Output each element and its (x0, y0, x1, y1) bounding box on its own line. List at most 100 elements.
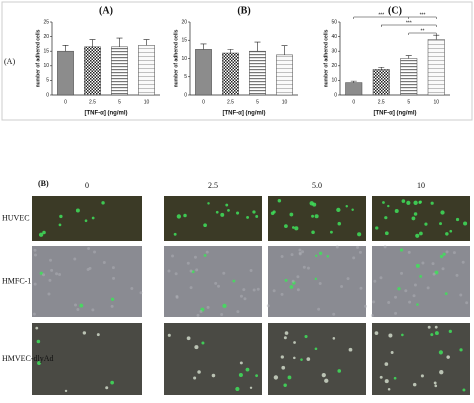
cell-dot (283, 383, 287, 387)
significance-bracket (408, 16, 437, 19)
cell-dot (283, 336, 287, 340)
cell-texture (441, 267, 445, 271)
error-bar (405, 55, 412, 59)
cell-dot (348, 347, 353, 352)
cell-dot (284, 278, 288, 282)
micrograph (32, 246, 142, 317)
cell-texture (318, 281, 322, 285)
cell-texture (432, 272, 436, 276)
cell-dot (384, 231, 389, 236)
significance-label: *** (420, 12, 426, 18)
cell-dot (463, 221, 468, 226)
cell-texture (306, 266, 310, 270)
cell-dot (227, 209, 230, 212)
bar (111, 46, 128, 96)
cell-dot (401, 199, 406, 203)
row-label: HMFC-1 (2, 276, 31, 285)
cell-texture (55, 272, 59, 276)
cell-texture (280, 292, 284, 296)
cell-texture (174, 272, 178, 276)
cell-dot (415, 233, 420, 238)
x-tick-label: 0 (352, 99, 355, 105)
cell-dot (387, 387, 391, 391)
cell-dot (434, 325, 438, 329)
cell-texture (111, 266, 115, 270)
cell-dot (387, 204, 390, 208)
cell-dot (419, 231, 423, 236)
cell-dot (384, 216, 388, 220)
bar (195, 49, 212, 96)
cell-dot (357, 232, 362, 237)
cell-dot (418, 200, 422, 204)
y-tick-label: 0 (334, 92, 337, 98)
error-bar (200, 43, 207, 50)
error-bar (116, 37, 123, 47)
cell-texture (445, 250, 449, 254)
y-tick-label: 0 (46, 92, 49, 98)
cell-dot (203, 254, 207, 257)
cell-dot (462, 388, 466, 392)
cell-dot (91, 216, 95, 220)
cell-dot (419, 274, 423, 278)
micrograph (164, 246, 262, 317)
cell-dot (311, 214, 315, 218)
cell-dot (207, 202, 210, 205)
cell-dot (193, 376, 197, 380)
cell-dot (388, 333, 393, 338)
y-tick-label: 15 (181, 38, 187, 44)
cell-dot (393, 376, 397, 380)
column-label: 10 (417, 181, 425, 190)
micrograph (164, 196, 262, 241)
cell-dot (379, 375, 383, 379)
x-tick-label: 2.5 (227, 99, 234, 105)
y-tick-label: 20 (43, 34, 49, 40)
cell-dot (289, 212, 294, 217)
cell-texture (139, 291, 143, 295)
cell-texture (340, 284, 344, 288)
cell-texture (356, 245, 360, 249)
cell-dot (101, 201, 105, 205)
y-tick-label: 5 (46, 78, 49, 84)
cell-dot (176, 214, 182, 219)
cell-dot (337, 369, 342, 373)
cell-dot (293, 341, 296, 344)
cell-texture (335, 245, 339, 249)
cell-texture (33, 248, 37, 252)
cell-dot (412, 382, 417, 387)
cell-texture (346, 277, 350, 281)
significance-label: *** (378, 12, 384, 18)
cell-texture (404, 289, 408, 293)
cell-dot (424, 222, 428, 226)
cell-texture (461, 260, 465, 264)
x-axis-label: [TNF-α] (ng/ml) (84, 111, 127, 117)
cell-dot (315, 254, 318, 258)
cell-texture (87, 246, 91, 250)
error-bar (281, 45, 288, 55)
cell-texture (91, 308, 95, 312)
cell-dot (337, 221, 342, 226)
cell-dot (246, 215, 250, 219)
cell-texture (394, 311, 398, 315)
x-tick-label: 10 (433, 99, 439, 105)
cell-dot (401, 333, 404, 337)
cell-dot (39, 271, 43, 275)
error-bar (143, 39, 150, 46)
bar (249, 50, 266, 96)
cell-dot (306, 357, 311, 361)
panel-label: (A) (4, 57, 15, 66)
row-label: HUVEC (2, 213, 30, 222)
cell-dot (390, 351, 394, 354)
cell-dot (284, 224, 288, 229)
cell-dot (236, 211, 240, 215)
cell-dot (444, 292, 448, 296)
cell-texture (50, 268, 54, 272)
cell-texture (76, 307, 80, 311)
cell-dot (225, 203, 229, 207)
chart-title: (A) (99, 5, 113, 16)
panel-a-frame (1, 1, 473, 121)
cell-dot (289, 285, 294, 289)
cell-dot (173, 232, 177, 236)
cell-dot (36, 339, 41, 344)
cell-dot (270, 211, 275, 216)
cell-dot (442, 252, 446, 256)
